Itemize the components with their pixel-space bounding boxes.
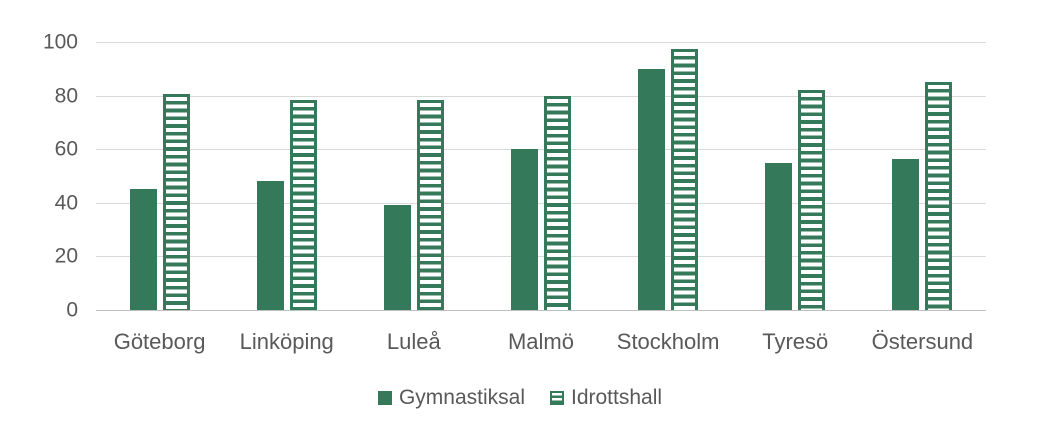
gridline [96,42,986,43]
x-category-label: Luleå [386,329,441,354]
x-category-label: Linköping [239,329,334,354]
plot-area [96,42,986,311]
bar-gymnastiksal [383,205,411,310]
x-category-label: Tyresö [762,329,829,354]
gridline [96,95,986,97]
bar-idrottshall [798,90,826,310]
x-category-label: Göteborg [113,329,206,354]
bar-group [605,42,732,310]
legend-marker-striped-icon [549,391,564,405]
legend-marker-solid-icon [377,391,392,405]
bar-group [223,42,350,310]
y-tick-label: 40 [54,191,78,215]
x-category-label: Östersund [871,329,974,354]
bar-group [350,42,477,310]
gridline [96,256,986,258]
bar-idrottshall [416,99,444,310]
x-axis-line [96,310,986,311]
bar-idrottshall [289,99,317,310]
legend-label: Gymnastiksal [398,386,525,409]
bar-gymnastiksal [638,68,666,310]
bar-group [859,42,986,310]
bar-group [96,42,223,310]
y-axis: 0 20 40 60 80 100 [0,32,78,321]
y-tick-label: 60 [54,137,78,161]
gridline [96,202,986,204]
y-tick-label: 0 [66,298,78,322]
bar-idrottshall [162,94,190,310]
bar-idrottshall [925,82,953,310]
bar-group [732,42,859,310]
y-tick-label: 20 [54,244,78,268]
bar-idrottshall [671,48,699,310]
bar-gymnastiksal [256,181,284,310]
legend-item-idrottshall: Idrottshall [549,386,663,410]
bar-gymnastiksal [129,189,157,310]
x-axis: Göteborg Linköping Luleå Malmö Stockholm Tyre… [96,328,986,356]
y-tick-label: 80 [54,84,78,108]
y-tick-label: 100 [42,30,78,54]
bar-idrottshall [543,95,571,310]
bar-group [477,42,604,310]
gridline [96,149,986,151]
bar-gymnastiksal [892,158,920,310]
bar-gymnastiksal [765,162,793,310]
x-category-label: Stockholm [616,329,720,354]
legend-label: Idrottshall [570,386,663,409]
legend: Gymnastiksal Idrottshall [0,386,1040,410]
bar-groups [96,42,986,310]
bar-gymnastiksal [510,149,538,310]
legend-item-gymnastiksal: Gymnastiksal [377,386,525,410]
x-category-label: Malmö [507,329,574,354]
